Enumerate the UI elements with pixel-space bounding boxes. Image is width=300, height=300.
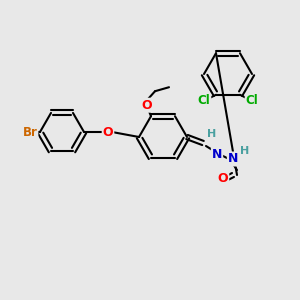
Text: H: H [240,146,250,156]
Text: Br: Br [22,125,38,139]
Text: N: N [212,148,222,161]
Text: O: O [218,172,228,185]
Text: O: O [142,99,152,112]
Text: Cl: Cl [246,94,258,107]
Text: Cl: Cl [198,94,210,107]
Text: O: O [103,125,113,139]
Text: N: N [228,152,238,166]
Text: H: H [207,129,217,139]
